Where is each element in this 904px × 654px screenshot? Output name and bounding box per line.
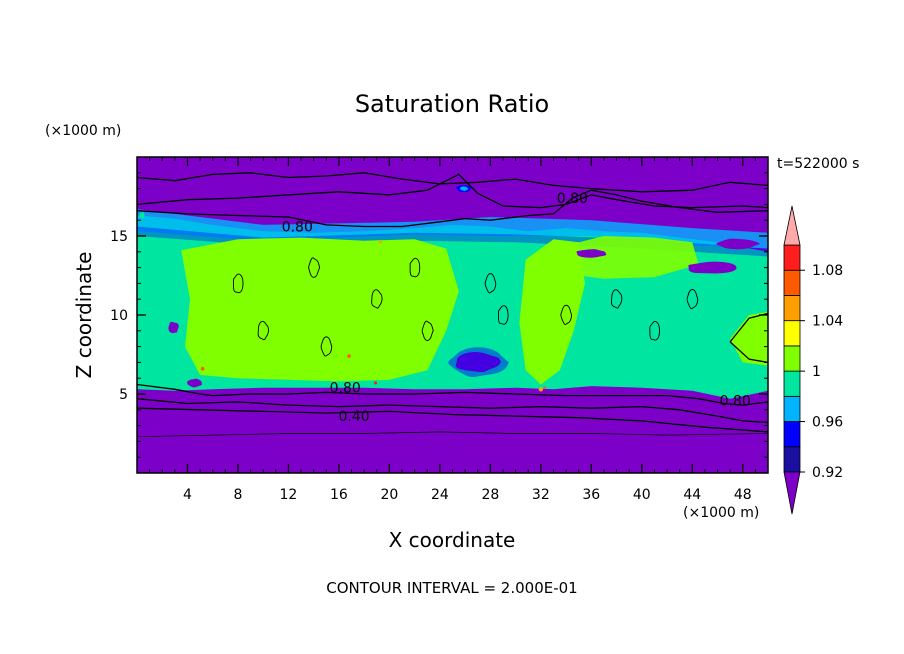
dry-intrusion [187, 378, 203, 388]
contour-fragment [232, 273, 244, 294]
colorbar-segment [783, 295, 801, 322]
x-tick-label: 36 [582, 487, 600, 503]
contour-0.80-lower [137, 398, 768, 424]
colorbar-label: 1 [812, 364, 821, 380]
contour-upper [137, 173, 768, 209]
chart-title: Saturation Ratio [355, 90, 549, 118]
contour-label: 0.40 [338, 409, 369, 425]
contour-interval-label: CONTOUR INTERVAL = 2.000E-01 [326, 579, 577, 597]
colorbar-label: 1.04 [812, 314, 843, 330]
contour-0.40 [137, 407, 768, 433]
dry-intrusion [576, 249, 607, 258]
contour-lower [137, 431, 768, 438]
contour-label: 0.80 [330, 381, 361, 397]
x-tick-label: 48 [734, 487, 752, 503]
contour-0.80-upper [137, 189, 768, 228]
ice-saturated-mid [519, 239, 585, 385]
contour-fragment [320, 336, 333, 357]
ice-saturated-right-edge [730, 311, 768, 366]
x-tick-label: 40 [633, 487, 651, 503]
colorbar-over-arrow [783, 205, 801, 246]
colorbar-segment [783, 421, 801, 448]
teal-feature [139, 211, 145, 219]
colorbar-segment [783, 345, 801, 372]
contour-fragment [421, 320, 434, 341]
contour-fragment [497, 305, 509, 325]
y-tick-label: 10 [110, 308, 128, 324]
contour-label: 0.80 [282, 220, 313, 236]
contour-0.80-lower [137, 383, 768, 406]
ice-saturated-upper-right [553, 236, 699, 279]
dry-intrusion [688, 261, 737, 274]
colorbar-segment [783, 370, 801, 397]
y-axis-label: Z coordinate [72, 252, 96, 379]
colorbar-label: 0.92 [812, 465, 843, 481]
contour-fragment [409, 257, 421, 278]
high-saturation-speck [373, 381, 378, 385]
x-tick-label: 8 [233, 487, 242, 503]
x-tick-label: 4 [183, 487, 192, 503]
colorbar-segment [783, 269, 801, 296]
dry-intrusion [168, 321, 179, 334]
colorbar-segment [783, 244, 801, 271]
contour-fragment [484, 273, 497, 294]
contour-labels: 0.80 0.80 0.80 0.40 0.80 [282, 191, 751, 425]
y-unit-label: (×1000 m) [45, 123, 121, 139]
high-saturation-speck [379, 240, 382, 244]
high-saturation-speck [538, 387, 544, 392]
ice-saturated-left [181, 237, 459, 382]
dry-intrusion-edge [448, 347, 509, 378]
colorbar-under-arrow [783, 471, 801, 515]
high-saturation-speck [347, 354, 351, 358]
x-tick-label: 44 [683, 487, 701, 503]
contour-fragment [649, 321, 660, 341]
contour-right [729, 341, 768, 364]
x-tick-label: 12 [280, 487, 298, 503]
high-saturation-speck [200, 366, 205, 371]
colorbar: 0.92 0.96 1 1.04 1.08 [783, 205, 843, 515]
contour-label: 0.80 [720, 393, 751, 409]
x-unit-label: (×1000 m) [683, 505, 759, 521]
y-tick-label: 5 [119, 387, 128, 403]
plot-field [137, 157, 768, 473]
contour-fragment [257, 320, 270, 341]
high-saturation-speck [543, 386, 546, 389]
contour-lines [137, 172, 768, 438]
x-tick-label: 16 [330, 487, 348, 503]
contour-fragment [611, 289, 623, 309]
contour-fragment [371, 289, 383, 309]
contour-fragment [560, 304, 573, 325]
dry-intrusion [716, 238, 761, 250]
x-axis: 4 8 12 16 20 24 28 32 36 40 44 48 [149, 157, 756, 503]
x-tick-label: 24 [431, 487, 449, 503]
colorbar-label: 0.96 [812, 415, 843, 431]
contour-fragment [686, 288, 699, 310]
x-tick-label: 32 [532, 487, 550, 503]
colorbar-segment [783, 395, 801, 422]
y-tick-label: 15 [110, 229, 128, 245]
colorbar-segment [783, 320, 801, 347]
colorbar-segment [783, 446, 801, 473]
contour-fragment [308, 257, 321, 278]
x-tick-label: 20 [380, 487, 398, 503]
x-axis-label: X coordinate [389, 528, 516, 552]
blue-feature [460, 186, 469, 191]
time-label: t=522000 s [777, 156, 859, 172]
dry-intrusion [455, 352, 501, 373]
x-tick-label: 28 [481, 487, 499, 503]
contour-label: 0.80 [557, 191, 588, 207]
y-axis: 5 10 15 [110, 172, 768, 458]
colorbar-label: 1.08 [812, 263, 843, 279]
